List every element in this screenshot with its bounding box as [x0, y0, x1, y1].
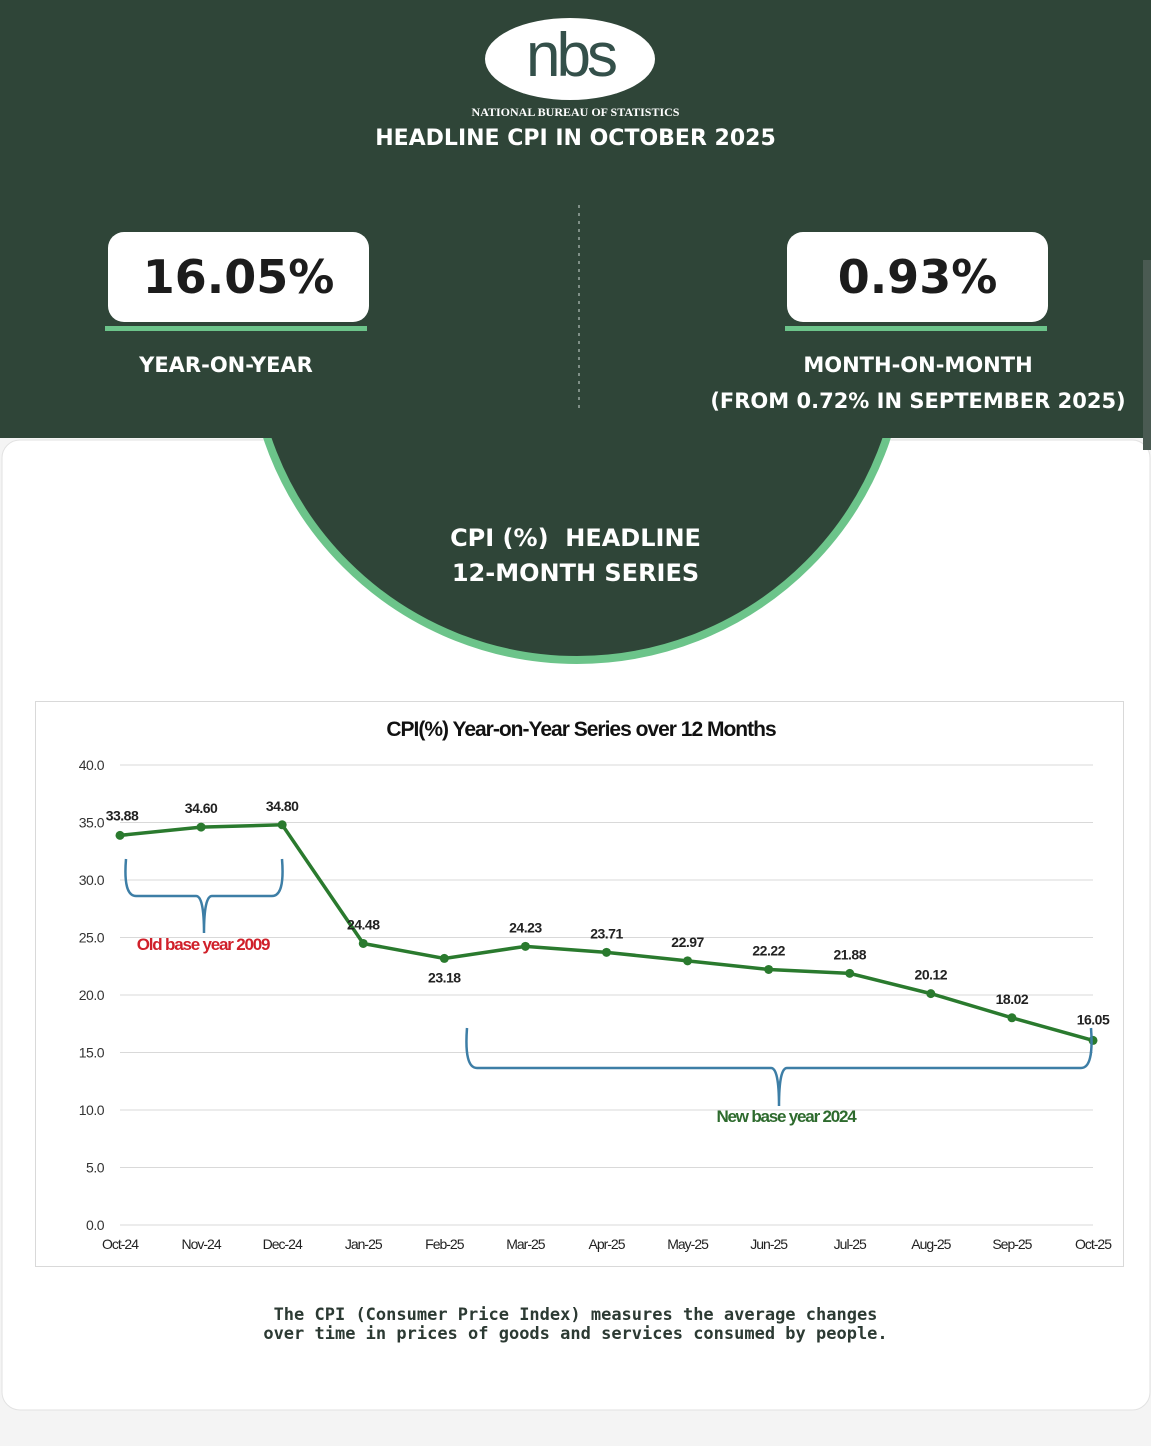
- data-point: [277, 820, 287, 830]
- section-title-line1: CPI (%) HEADLINE: [450, 524, 701, 552]
- yoy-label: YEAR-ON-YEAR: [139, 353, 313, 377]
- mom-value: 0.93%: [787, 232, 1048, 322]
- data-label: 24.48: [347, 916, 380, 932]
- data-label: 18.02: [996, 991, 1029, 1007]
- mom-underline: [785, 326, 1047, 331]
- old-base-bracket: [124, 858, 284, 934]
- y-tick-label: 30.0: [79, 872, 105, 888]
- x-tick-label: Oct-25: [1075, 1236, 1112, 1252]
- data-point: [520, 941, 530, 951]
- new-base-annotation: New base year 2024: [716, 1107, 857, 1126]
- data-point: [602, 947, 611, 957]
- footer-line2: over time in prices of goods and service…: [263, 1324, 888, 1344]
- x-tick-label: May-25: [667, 1236, 709, 1252]
- y-tick-label: 20.0: [79, 987, 105, 1003]
- x-tick-label: Jun-25: [750, 1236, 788, 1252]
- x-tick-label: Apr-25: [588, 1236, 625, 1252]
- x-tick-label: Aug-25: [911, 1236, 951, 1252]
- new-base-bracket: [465, 1027, 1093, 1107]
- footer-line1: The CPI (Consumer Price Index) measures …: [273, 1305, 878, 1325]
- data-point: [845, 968, 855, 978]
- y-tick-label: 0.0: [86, 1217, 105, 1233]
- data-label: 23.71: [590, 925, 623, 941]
- x-tick-label: Sep-25: [992, 1236, 1032, 1252]
- x-tick-label: Nov-24: [182, 1236, 222, 1252]
- data-point: [358, 938, 368, 948]
- data-label: 16.05: [1077, 1011, 1110, 1027]
- page-title: HEADLINE CPI IN OCTOBER 2025: [375, 126, 776, 151]
- data-label: 22.22: [752, 942, 785, 958]
- data-label: 21.88: [833, 946, 866, 962]
- x-tick-label: Jul-25: [834, 1236, 867, 1252]
- x-tick-label: Jan-25: [345, 1236, 383, 1252]
- mom-sublabel: (FROM 0.72% IN SEPTEMBER 2025): [710, 389, 1126, 413]
- data-point: [1088, 1035, 1098, 1045]
- data-label: 34.80: [266, 798, 299, 814]
- data-point: [683, 956, 693, 966]
- nbs-logo: nbs: [485, 18, 655, 100]
- cpi-chart: CPI(%) Year-on-Year Series over 12 Month…: [35, 701, 1124, 1267]
- data-point: [764, 964, 774, 974]
- data-label: 34.60: [185, 800, 218, 816]
- data-label: 24.23: [509, 919, 542, 935]
- x-tick-label: Oct-24: [102, 1236, 139, 1252]
- yoy-underline: [105, 326, 367, 331]
- x-tick-label: Dec-24: [263, 1236, 303, 1252]
- data-label: 20.12: [915, 967, 948, 983]
- y-tick-label: 35.0: [79, 815, 105, 831]
- x-tick-label: Feb-25: [425, 1236, 465, 1252]
- data-point: [926, 989, 936, 999]
- chart-title: CPI(%) Year-on-Year Series over 12 Month…: [386, 718, 776, 741]
- chart-svg: CPI(%) Year-on-Year Series over 12 Month…: [79, 718, 1113, 1252]
- x-tick-label: Mar-25: [506, 1236, 546, 1252]
- data-label: 23.18: [428, 969, 461, 985]
- data-label: 33.88: [106, 807, 139, 823]
- data-label: 22.97: [671, 934, 704, 950]
- yoy-value: 16.05%: [108, 232, 369, 322]
- y-tick-label: 25.0: [79, 930, 105, 946]
- mom-label: MONTH-ON-MONTH: [803, 353, 1033, 377]
- y-tick-label: 40.0: [79, 757, 105, 773]
- old-base-annotation: Old base year 2009: [137, 935, 270, 954]
- y-tick-label: 5.0: [86, 1160, 105, 1176]
- y-tick-label: 15.0: [79, 1045, 105, 1061]
- data-point: [115, 830, 125, 840]
- logo-subtitle: NATIONAL BUREAU OF STATISTICS: [471, 105, 680, 119]
- data-point: [439, 953, 449, 963]
- y-tick-label: 10.0: [79, 1102, 105, 1118]
- data-point: [196, 822, 206, 832]
- section-title-line2: 12-MONTH SERIES: [451, 559, 700, 587]
- data-point: [1007, 1013, 1017, 1023]
